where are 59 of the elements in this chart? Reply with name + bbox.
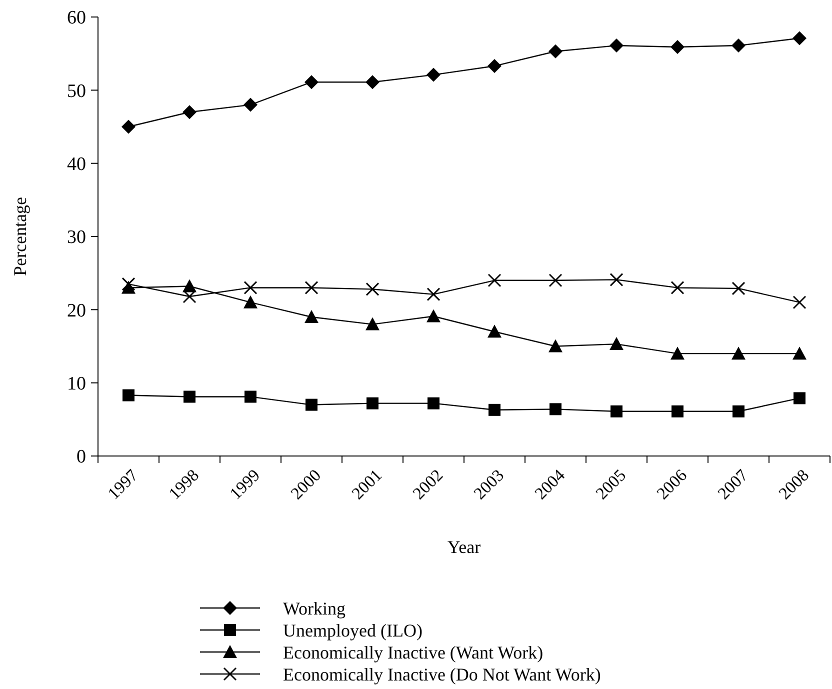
point [488,404,500,416]
point [610,337,624,350]
point [732,405,744,418]
y-tick-label: 20 [67,300,86,322]
point [792,31,806,46]
point [792,346,806,360]
point [670,40,684,54]
point [366,75,380,90]
point [184,390,196,403]
point [182,105,196,120]
point [426,68,440,82]
point [488,59,502,74]
point [732,346,746,360]
point [426,288,440,302]
legend-label: Working [283,598,346,618]
point [488,274,502,288]
point [670,280,684,294]
point [672,405,684,418]
point [548,339,562,352]
point [366,282,380,296]
point [488,324,502,338]
point [548,44,562,58]
y-tick-label: 10 [67,373,86,394]
x-axis-title: Year [447,537,481,557]
point [548,274,562,288]
y-tick-label: 30 [67,227,86,248]
point [244,295,258,308]
point [244,98,258,112]
y-tick-label: 40 [67,154,86,175]
point [244,390,256,403]
point [794,392,806,404]
y-tick-label: 60 [67,8,86,29]
point [182,290,196,304]
point [792,296,806,310]
point [366,317,380,330]
point [550,403,562,416]
y-axis-title: Percentage [10,197,30,276]
point [610,272,624,286]
y-tick-label: 50 [67,80,86,102]
point [610,405,622,418]
point [304,280,318,294]
legend-label: Unemployed (ILO) [283,620,422,640]
point [122,389,134,402]
point [426,309,440,322]
legend-label: Economically Inactive (Want Work) [283,642,544,662]
point [670,346,684,360]
point [122,120,136,134]
point [732,282,746,296]
point [306,398,318,411]
y-tick-label: 0 [76,446,86,468]
point [122,277,136,291]
point [732,38,746,53]
point [304,75,318,90]
point [366,397,378,410]
point [304,310,318,323]
legend-label: Economically Inactive (Do Not Want Work) [283,664,601,684]
point [244,280,258,294]
point [610,38,624,53]
point [428,397,440,410]
